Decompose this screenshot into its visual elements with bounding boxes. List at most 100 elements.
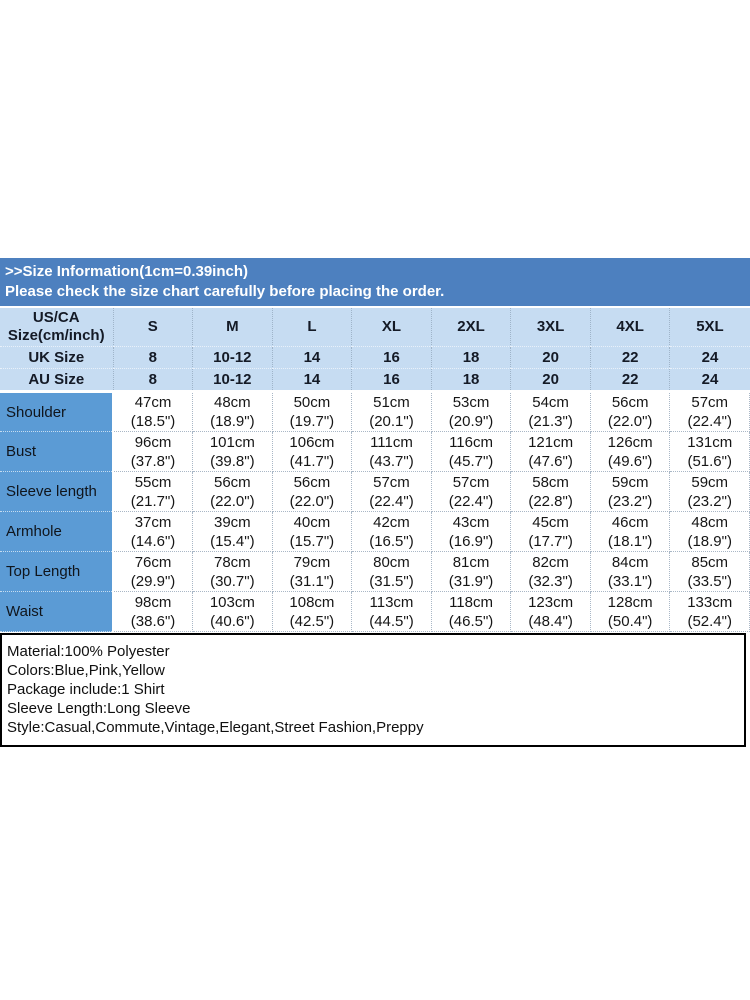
measurement-cm: 121cm (528, 433, 574, 451)
measurement-value-cell: 133cm (52.4") (669, 591, 750, 632)
measurement-value-cell: 76cm (29.9") (113, 551, 194, 592)
measurement-cm: 56cm (293, 473, 331, 491)
region-size-value: 16 (351, 368, 432, 392)
measurement-inch: (41.7") (289, 452, 335, 470)
measurement-value-cell: 42cm (16.5") (351, 511, 432, 552)
measurement-value-cell: 37cm (14.6") (113, 511, 194, 552)
size-column-header: 5XL (669, 308, 750, 347)
measurement-cm: 54cm (532, 394, 569, 411)
measurement-value-cell: 48cm (18.9") (669, 511, 750, 552)
measurement-cm: 46cm (611, 513, 649, 531)
measurement-value-cell: 111cm (43.7") (351, 431, 432, 472)
region-size-row: UK Size 8 10-12 14 16 18 20 22 24 (0, 346, 750, 369)
measurement-cm: 56cm (611, 394, 649, 411)
measurement-cm: 98cm (134, 593, 172, 611)
measurement-inch: (16.5") (369, 532, 414, 550)
size-column-header: M (192, 308, 273, 347)
banner-title: >>Size Information(1cm=0.39inch) (5, 263, 248, 280)
size-chart-table: US/CA Size(cm/inch) S M L XL 2XL 3XL 4XL 5XL UK Si… (0, 308, 750, 632)
details-sleeve-length: Sleeve Length:Long Sleeve (7, 700, 191, 717)
measurement-cm: 85cm (691, 553, 729, 571)
measurement-inch: (30.7") (210, 572, 255, 590)
measurement-cm: 111cm (370, 433, 413, 451)
measurement-cm: 118cm (449, 593, 493, 611)
measurement-cm: 59cm (691, 473, 729, 491)
measurement-inch: (33.1") (607, 572, 653, 590)
measurement-cm: 43cm (452, 513, 490, 531)
measurement-value-cell: 58cm (22.8") (510, 471, 591, 512)
measurement-cm: 81cm (452, 553, 490, 571)
size-column-header: S (113, 308, 194, 347)
measurement-value-cell: 45cm (17.7") (510, 511, 591, 552)
measurement-value-cell: 84cm (33.1") (590, 551, 671, 592)
measurement-row: Waist 98cm (38.6") 103cm (40.6") 108cm (42.5")… (0, 591, 750, 632)
measurement-value-cell: 81cm (31.9") (431, 551, 512, 592)
measurement-value-cell: 57cm (22.4") (351, 471, 432, 512)
size-chart-header: US/CA Size(cm/inch) S M L XL 2XL 3XL 4XL 5XL UK Si… (0, 308, 750, 392)
measurement-value-cell: 123cm (48.4") (510, 591, 591, 632)
measurement-cm: 56cm (214, 473, 251, 491)
measurement-cm: 47cm (134, 394, 172, 411)
measurement-cm: 80cm (373, 553, 410, 571)
measurement-inch: (21.3") (528, 413, 573, 430)
measurement-cm: 42cm (373, 513, 410, 531)
measurement-value-cell: 103cm (40.6") (192, 591, 273, 632)
measurement-inch: (22.4") (687, 413, 732, 430)
measurement-value-cell: 59cm (23.2") (590, 471, 671, 512)
measurement-inch: (18.9") (687, 532, 732, 550)
measurement-cm: 51cm (373, 394, 410, 411)
measurement-value-cell: 80cm (31.5") (351, 551, 432, 592)
measurement-cm: 59cm (611, 473, 649, 491)
measurement-cm: 78cm (214, 553, 251, 571)
measurement-cm: 55cm (134, 473, 172, 491)
measurement-cm: 50cm (293, 394, 331, 411)
measurement-value-cell: 47cm (18.5") (113, 390, 194, 432)
measurement-value-cell: 126cm (49.6") (590, 431, 671, 472)
measurement-inch: (22.4") (448, 492, 494, 510)
details-style: Style:Casual,Commute,Vintage,Elegant,Str… (7, 719, 424, 736)
measurement-value-cell: 131cm (51.6") (669, 431, 750, 472)
measurement-inch: (15.4") (210, 532, 255, 550)
size-column-header: L (272, 308, 353, 347)
measurement-cm: 57cm (691, 394, 729, 411)
region-size-value: 20 (510, 368, 591, 392)
banner-subtitle: Please check the size chart carefully be… (5, 283, 445, 300)
corner-header: US/CA Size(cm/inch) (0, 308, 114, 347)
measurement-cm: 133cm (687, 593, 733, 611)
measurement-value-cell: 98cm (38.6") (113, 591, 194, 632)
measurement-inch: (18.5") (130, 413, 176, 430)
measurement-value-cell: 48cm (18.9") (192, 390, 273, 432)
measurement-cm: 48cm (214, 394, 251, 411)
measurement-inch: (46.5") (448, 612, 494, 630)
details-colors: Colors:Blue,Pink,Yellow (7, 662, 165, 679)
measurement-value-cell: 56cm (22.0") (272, 471, 353, 512)
measurement-value-cell: 116cm (45.7") (431, 431, 512, 472)
measurement-row: Sleeve length 55cm (21.7") 56cm (22.0") 56cm(… (0, 471, 750, 512)
measurement-inch: (22.0") (289, 492, 335, 510)
measurement-cm: 57cm (452, 473, 490, 491)
measurement-value-cell: 57cm (22.4") (431, 471, 512, 512)
measurement-cm: 108cm (289, 593, 335, 611)
measurement-inch: (50.4") (607, 612, 653, 630)
measurement-row-label: Sleeve length (0, 471, 114, 512)
measurement-inch: (20.9") (448, 413, 494, 430)
measurement-inch: (49.6") (607, 452, 653, 470)
measurement-cm: 76cm (134, 553, 172, 571)
measurement-inch: (37.8") (130, 452, 176, 470)
region-size-value: 18 (431, 368, 512, 392)
measurement-row-label: Shoulder (0, 390, 114, 432)
measurement-inch: (19.7") (289, 413, 335, 430)
measurement-inch: (31.1") (289, 572, 335, 590)
measurement-inch: (48.4") (528, 612, 573, 630)
region-row-label: AU Size (0, 368, 114, 392)
measurement-inch: (16.9") (448, 532, 494, 550)
measurement-value-cell: 101cm (39.8") (192, 431, 273, 472)
size-chart-body: Shoulder 47cm (18.5") 48cm (18.9") 50cm (19.7"… (0, 390, 750, 632)
measurement-cm: 123cm (528, 593, 574, 611)
measurement-inch: (14.6") (130, 532, 176, 550)
measurement-row: Armhole 37cm (14.6") 39cm (15.4") 40cm (15.7")… (0, 511, 750, 552)
measurement-cm: 101cm (209, 433, 255, 451)
measurement-cm: 96cm (134, 433, 172, 451)
measurement-value-cell: 43cm (16.9") (431, 511, 512, 552)
measurement-inch: (18.1") (607, 532, 653, 550)
